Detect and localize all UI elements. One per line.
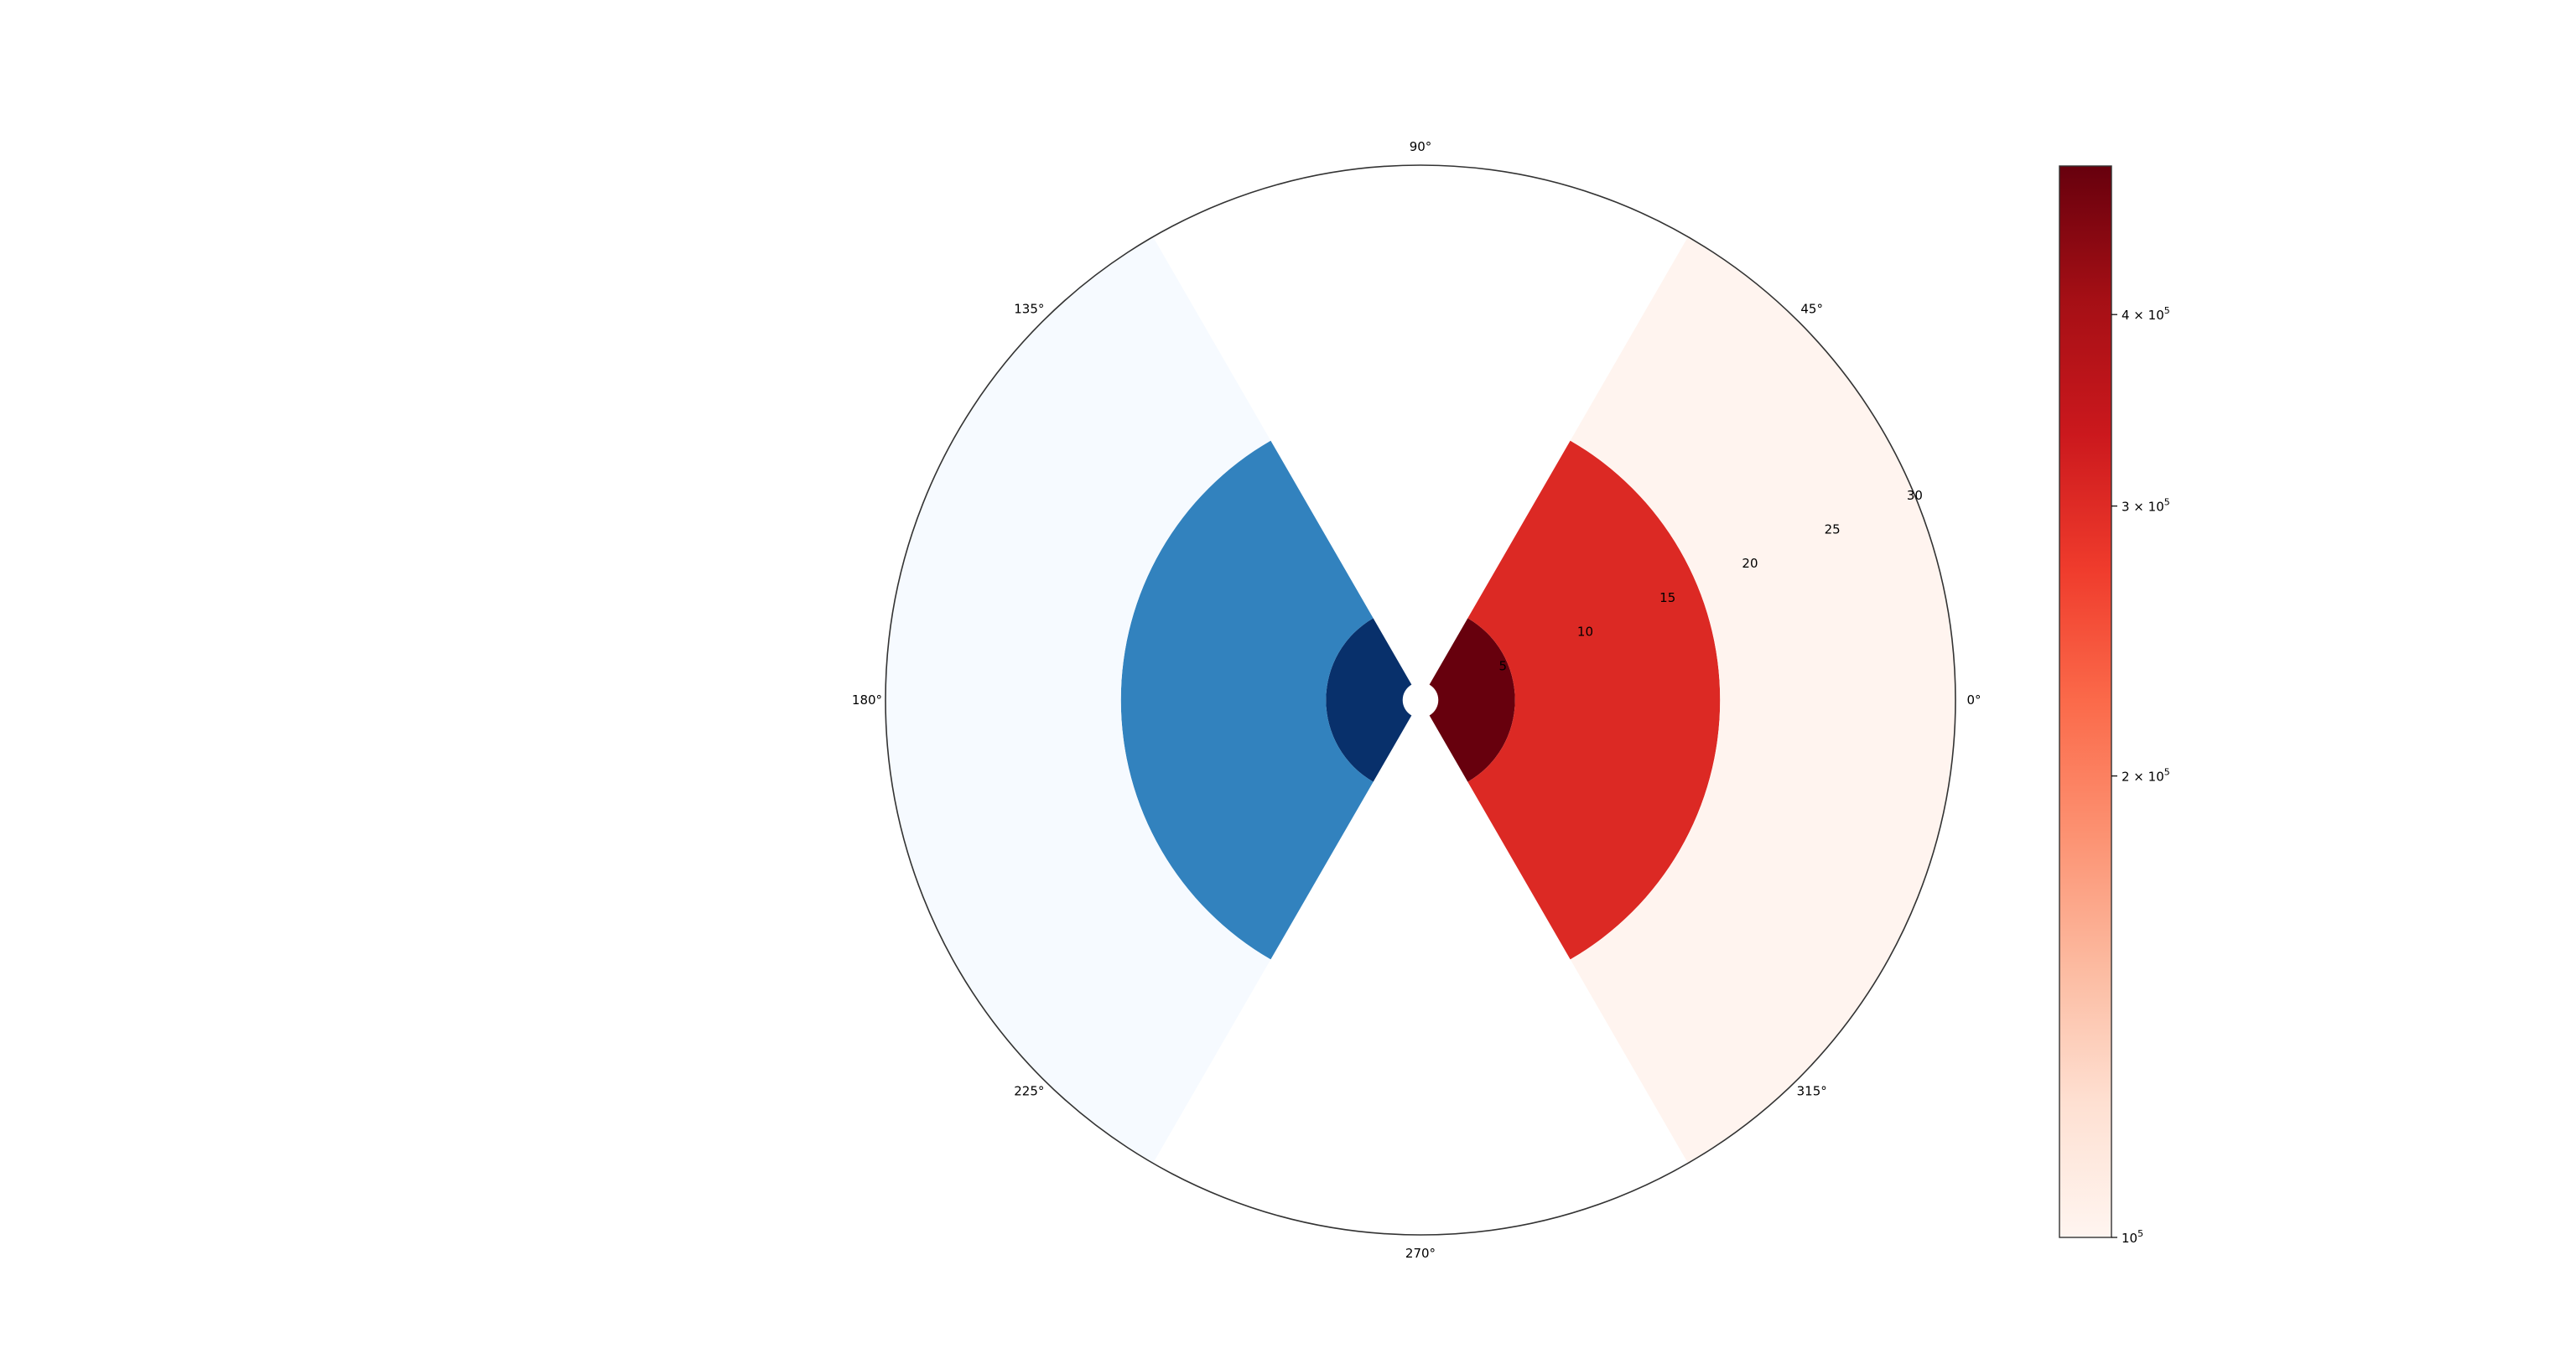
- sector-right-2: [1570, 236, 1955, 1164]
- angle-tick-label: 180°: [852, 692, 882, 708]
- colorbar-tick-label: 3 × 105: [2122, 497, 2170, 515]
- colorbar-gradient: [2059, 165, 2112, 1238]
- angle-tick-label: 315°: [1797, 1084, 1827, 1099]
- colorbar-tick-label: 2 × 105: [2122, 767, 2170, 785]
- radial-tick-label: 25: [1825, 522, 1841, 537]
- colorbar-tick-label: 4 × 105: [2122, 305, 2170, 323]
- angle-tick-label: 135°: [1014, 301, 1044, 316]
- angle-tick-label: 90°: [1410, 139, 1432, 154]
- radial-tick-label: 15: [1659, 590, 1675, 605]
- angle-tick-label: 225°: [1014, 1084, 1044, 1099]
- sector-right-0: [1429, 618, 1515, 782]
- radial-tick-label: 30: [1907, 488, 1923, 503]
- angle-tick-label: 0°: [1966, 692, 1981, 708]
- polar-frame: [885, 164, 1956, 1236]
- angle-tick-label: 45°: [1800, 301, 1823, 316]
- sector-left-4: [1120, 440, 1374, 960]
- radial-tick-label: 10: [1577, 625, 1593, 640]
- sector-right-1: [1467, 440, 1721, 960]
- colorbar: 105 2 × 105 3 × 105 4 × 105: [2059, 165, 2170, 1246]
- radial-tick-label: 5: [1498, 658, 1507, 673]
- sector-left-3: [1326, 618, 1412, 782]
- angle-tick-label: 270°: [1405, 1246, 1436, 1261]
- colorbar-tick-label: 105: [2122, 1228, 2143, 1246]
- sector-left-5: [885, 236, 1271, 1164]
- radial-tick-label: 20: [1742, 556, 1758, 571]
